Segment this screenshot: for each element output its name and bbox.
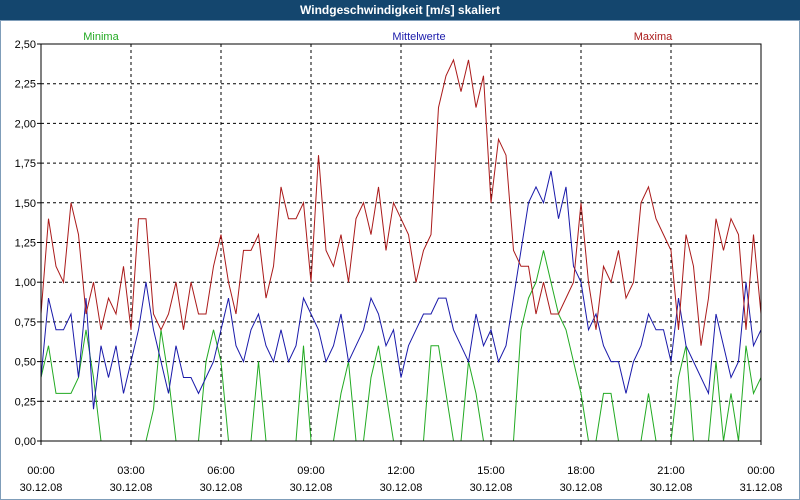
y-tick-label: 2,00 bbox=[15, 118, 36, 130]
x-tick-time: 00:00 bbox=[27, 465, 55, 477]
x-tick-time: 09:00 bbox=[297, 465, 325, 477]
line-chart: 0,00 0,25 0,50 0,75 1,00 1,25 1,50 1,75 2,00 2,25… bbox=[15, 31, 783, 494]
y-tick-label: 1,00 bbox=[15, 277, 36, 289]
x-tick-time: 06:00 bbox=[207, 465, 235, 477]
x-tick-date: 30.12.08 bbox=[650, 482, 693, 494]
x-tick-date: 30.12.08 bbox=[200, 482, 243, 494]
y-tick-label: 0,00 bbox=[15, 436, 36, 448]
grid bbox=[41, 44, 761, 441]
series-line-mittelwerte bbox=[40, 170, 762, 410]
x-tick-time: 18:00 bbox=[567, 465, 595, 477]
x-tick-date: 30.12.08 bbox=[110, 482, 153, 494]
y-tick-label: 0,25 bbox=[15, 396, 36, 408]
y-tick-label: 1,75 bbox=[15, 158, 36, 170]
legend-entry-maxima: Maxima bbox=[634, 31, 673, 43]
x-tick-date: 30.12.08 bbox=[20, 482, 63, 494]
x-tick-date: 30.12.08 bbox=[380, 482, 423, 494]
chart-frame: 0,00 0,25 0,50 0,75 1,00 1,25 1,50 1,75 2,00 2,25… bbox=[0, 20, 800, 500]
legend-entry-minima: Minima bbox=[83, 31, 119, 43]
x-tick-time: 15:00 bbox=[477, 465, 505, 477]
y-tick-label: 1,25 bbox=[15, 238, 36, 250]
x-tick-time: 03:00 bbox=[117, 465, 145, 477]
x-tick-time: 00:00 bbox=[747, 465, 775, 477]
legend: Minima Mittelwerte Maxima bbox=[83, 31, 673, 43]
y-tick-label: 2,50 bbox=[15, 39, 36, 51]
y-tick-label: 2,25 bbox=[15, 79, 36, 91]
series-line-maxima bbox=[40, 58, 762, 346]
x-tick-date: 31.12.08 bbox=[740, 482, 783, 494]
chart-title: Windgeschwindigkeit [m/s] skaliert bbox=[0, 0, 800, 20]
x-tick-time: 21:00 bbox=[657, 465, 685, 477]
y-tick-label: 0,50 bbox=[15, 357, 36, 369]
x-tick-date: 30.12.08 bbox=[470, 482, 513, 494]
axes: 0,00 0,25 0,50 0,75 1,00 1,25 1,50 1,75 2,00 2,25… bbox=[15, 39, 783, 494]
y-tick-label: 0,75 bbox=[15, 317, 36, 329]
x-tick-date: 30.12.08 bbox=[560, 482, 603, 494]
x-tick-time: 12:00 bbox=[387, 465, 415, 477]
x-tick-date: 30.12.08 bbox=[290, 482, 333, 494]
y-tick-label: 1,50 bbox=[15, 198, 36, 210]
legend-entry-mittelwerte: Mittelwerte bbox=[392, 31, 445, 43]
